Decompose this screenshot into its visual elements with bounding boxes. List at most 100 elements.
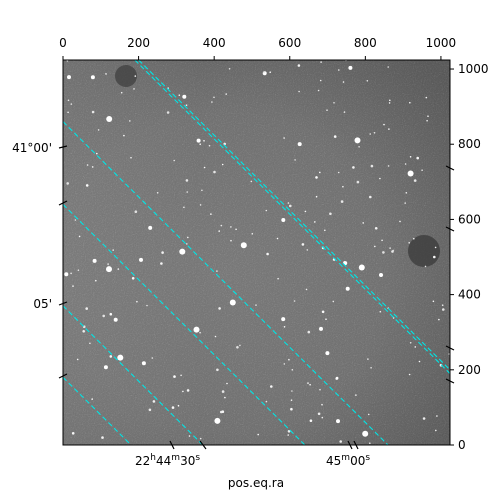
- star: [89, 342, 91, 345]
- star: [298, 90, 300, 93]
- star: [218, 307, 221, 310]
- star: [291, 369, 294, 371]
- star: [141, 361, 146, 366]
- star: [336, 419, 340, 424]
- star: [369, 442, 371, 445]
- star: [290, 407, 293, 411]
- star: [133, 88, 135, 90]
- star: [92, 258, 97, 263]
- star: [262, 71, 267, 76]
- star: [321, 403, 323, 406]
- star: [408, 373, 411, 376]
- star: [107, 263, 109, 265]
- star: [399, 220, 401, 223]
- star: [210, 213, 212, 215]
- star: [383, 123, 385, 126]
- star: [229, 299, 236, 306]
- star: [315, 176, 318, 179]
- star: [173, 375, 176, 378]
- star: [283, 326, 286, 328]
- star: [309, 419, 313, 423]
- star: [211, 101, 213, 103]
- star: [277, 277, 279, 280]
- star: [366, 80, 369, 82]
- star: [230, 239, 232, 242]
- star: [265, 400, 268, 403]
- star: [171, 406, 175, 409]
- star: [281, 218, 286, 222]
- right-tick-label: 800: [458, 137, 481, 151]
- top-axis: 0 200 400 600 800 1000: [59, 36, 456, 60]
- star: [407, 170, 414, 177]
- star: [112, 249, 114, 251]
- star: [433, 255, 436, 259]
- star: [214, 335, 217, 338]
- star: [426, 119, 428, 122]
- top-tick-label: 800: [354, 36, 377, 50]
- star: [281, 317, 286, 322]
- star: [186, 389, 190, 392]
- star: [319, 171, 321, 174]
- star: [130, 156, 132, 159]
- star: [224, 396, 226, 399]
- star: [413, 237, 415, 240]
- star: [287, 202, 290, 204]
- star: [288, 358, 290, 361]
- star: [369, 133, 372, 135]
- star: [287, 434, 290, 436]
- top-tick-label: 600: [278, 36, 301, 50]
- star: [263, 71, 265, 74]
- star: [216, 368, 219, 372]
- star: [367, 358, 369, 360]
- star: [226, 382, 228, 385]
- star: [354, 137, 361, 144]
- star: [213, 96, 215, 99]
- star: [186, 191, 188, 193]
- star: [421, 169, 423, 171]
- star: [436, 415, 438, 417]
- sky-image: [63, 60, 450, 445]
- star: [225, 93, 227, 95]
- star: [74, 219, 77, 221]
- star: [103, 365, 108, 370]
- star: [71, 432, 75, 435]
- star: [408, 242, 411, 244]
- star: [102, 314, 105, 318]
- star: [345, 286, 350, 291]
- star: [91, 110, 95, 114]
- star: [199, 437, 202, 440]
- star: [220, 224, 223, 227]
- star: [199, 204, 202, 206]
- star: [255, 304, 257, 306]
- plot-frame: [62, 59, 451, 446]
- star: [199, 143, 201, 145]
- star: [182, 94, 187, 99]
- star: [160, 262, 163, 265]
- star: [216, 270, 218, 272]
- star: [67, 75, 71, 80]
- star: [414, 346, 417, 348]
- star: [109, 312, 113, 316]
- star: [309, 383, 311, 386]
- star: [203, 166, 206, 169]
- top-tick-label: 400: [203, 36, 226, 50]
- star: [422, 417, 426, 420]
- star: [72, 285, 74, 287]
- star: [166, 111, 170, 114]
- star: [321, 310, 325, 314]
- star: [188, 435, 191, 437]
- star: [109, 355, 113, 358]
- star: [317, 89, 320, 92]
- star: [379, 310, 382, 313]
- star: [221, 390, 225, 393]
- star: [123, 134, 125, 137]
- star: [201, 189, 203, 192]
- star: [180, 374, 182, 377]
- star: [134, 210, 138, 213]
- right-tick-label: 0: [458, 438, 466, 452]
- star: [362, 222, 365, 224]
- star: [96, 152, 98, 155]
- star: [196, 138, 201, 143]
- star: [228, 68, 231, 70]
